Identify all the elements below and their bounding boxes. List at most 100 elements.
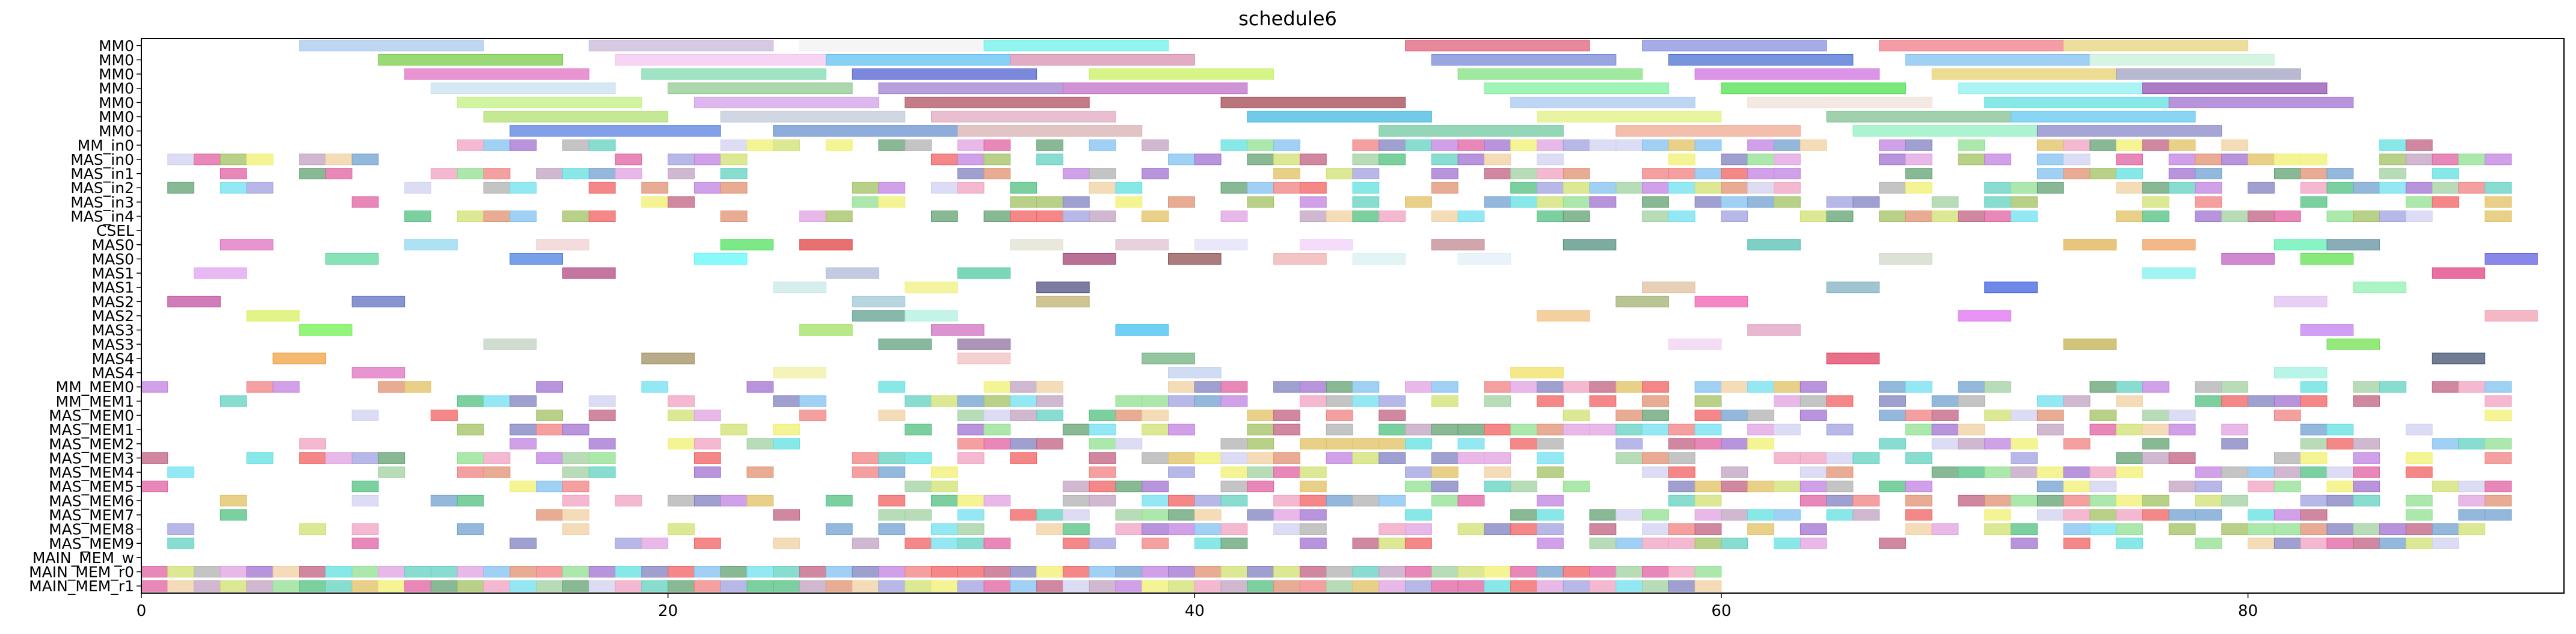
task-bar bbox=[746, 438, 774, 450]
task-bar bbox=[2011, 494, 2038, 506]
task-bar bbox=[509, 566, 537, 578]
task-bar bbox=[2379, 153, 2406, 165]
task-bar bbox=[1247, 509, 1274, 521]
task-bar bbox=[351, 537, 379, 549]
task-bar bbox=[2458, 153, 2486, 165]
task-bar bbox=[1747, 182, 1775, 194]
task-bar bbox=[2300, 423, 2328, 435]
task-bar bbox=[2353, 282, 2406, 294]
task-bar bbox=[1774, 509, 1801, 521]
task-bar bbox=[1800, 523, 1827, 535]
task-bar bbox=[1563, 566, 1590, 578]
task-bar bbox=[1379, 523, 1406, 535]
task-bar bbox=[930, 494, 958, 506]
task-bar bbox=[536, 509, 564, 521]
task-bar bbox=[2168, 410, 2196, 421]
task-bar bbox=[1510, 423, 1537, 435]
task-bar bbox=[1036, 438, 1063, 450]
task-bar bbox=[2011, 537, 2038, 549]
task-bar bbox=[2273, 410, 2301, 421]
task-bar bbox=[431, 566, 458, 578]
task-bar bbox=[2063, 239, 2117, 251]
task-bar bbox=[1615, 509, 1643, 521]
task-bar bbox=[1036, 410, 1063, 421]
task-bar bbox=[2405, 523, 2433, 535]
task-bar bbox=[2116, 168, 2143, 180]
task-bar bbox=[983, 211, 1011, 222]
task-bar bbox=[1010, 452, 1037, 464]
task-bar bbox=[2195, 153, 2222, 165]
task-bar bbox=[983, 40, 1169, 52]
task-bar bbox=[1142, 494, 1169, 506]
task-bar bbox=[1431, 481, 1459, 493]
task-bar bbox=[2221, 253, 2275, 265]
task-bar bbox=[1905, 423, 1932, 435]
task-bar bbox=[1142, 423, 1169, 435]
task-bar bbox=[1273, 466, 1300, 478]
task-bar bbox=[2116, 537, 2143, 549]
task-bar bbox=[878, 452, 906, 464]
task-bar bbox=[878, 566, 906, 578]
task-bar bbox=[1431, 494, 1459, 506]
task-bar bbox=[536, 410, 564, 421]
task-bar bbox=[773, 580, 801, 592]
task-bar bbox=[2326, 438, 2354, 450]
task-bar bbox=[2458, 438, 2486, 450]
task-bar bbox=[1668, 481, 1695, 493]
task-bar bbox=[878, 139, 906, 151]
task-bar bbox=[1299, 494, 1327, 506]
task-bar bbox=[483, 139, 511, 151]
task-bar bbox=[509, 182, 537, 194]
task-bar bbox=[1273, 523, 1300, 535]
task-bar bbox=[404, 580, 432, 592]
task-bar bbox=[2273, 509, 2301, 521]
task-bar bbox=[272, 352, 326, 365]
task-bar bbox=[1668, 338, 1722, 350]
task-bar bbox=[378, 466, 405, 478]
task-bar bbox=[799, 40, 985, 52]
task-bar bbox=[2248, 509, 2275, 521]
task-bar bbox=[1168, 509, 1195, 521]
task-bar bbox=[299, 523, 326, 535]
task-bar bbox=[1431, 466, 1459, 478]
task-bar bbox=[1405, 466, 1432, 478]
task-bar bbox=[456, 494, 484, 506]
task-bar bbox=[1984, 196, 2012, 208]
task-bar bbox=[1536, 381, 1564, 393]
task-bar bbox=[1879, 481, 1906, 493]
task-bar bbox=[1589, 381, 1617, 393]
task-bar bbox=[1536, 139, 1564, 151]
task-bar bbox=[1668, 523, 1695, 535]
task-bar bbox=[2037, 410, 2064, 421]
task-bar bbox=[1694, 381, 1722, 393]
task-bar bbox=[220, 153, 247, 165]
task-bar bbox=[1694, 395, 1722, 407]
task-bar bbox=[2405, 211, 2433, 222]
task-bar bbox=[2116, 381, 2143, 393]
task-bar bbox=[2458, 481, 2486, 493]
y-tick-label: MM_MEM1 bbox=[56, 393, 134, 410]
task-bar bbox=[1431, 211, 1459, 222]
task-bar bbox=[693, 438, 721, 450]
task-bar bbox=[1510, 523, 1537, 535]
task-bar bbox=[1826, 282, 1880, 294]
task-bar bbox=[2063, 338, 2117, 350]
task-bar bbox=[2142, 211, 2169, 222]
task-bar bbox=[852, 182, 879, 194]
task-bar bbox=[1089, 481, 1116, 493]
task-bar bbox=[2063, 139, 2091, 151]
task-bar bbox=[878, 410, 906, 421]
task-bar bbox=[1826, 466, 1854, 478]
task-bar bbox=[1984, 494, 2012, 506]
task-bar bbox=[1142, 481, 1169, 493]
task-bar bbox=[2326, 168, 2354, 180]
task-bar bbox=[1642, 211, 1669, 222]
task-bar bbox=[1510, 566, 1537, 578]
task-bar bbox=[2326, 481, 2354, 493]
task-bar bbox=[1379, 438, 1406, 450]
y-tick-label: MAIN_MEM_r0 bbox=[29, 564, 134, 581]
task-bar bbox=[773, 566, 801, 578]
task-bar bbox=[1668, 168, 1695, 180]
task-bar bbox=[1668, 211, 1695, 222]
task-bar bbox=[641, 196, 669, 208]
